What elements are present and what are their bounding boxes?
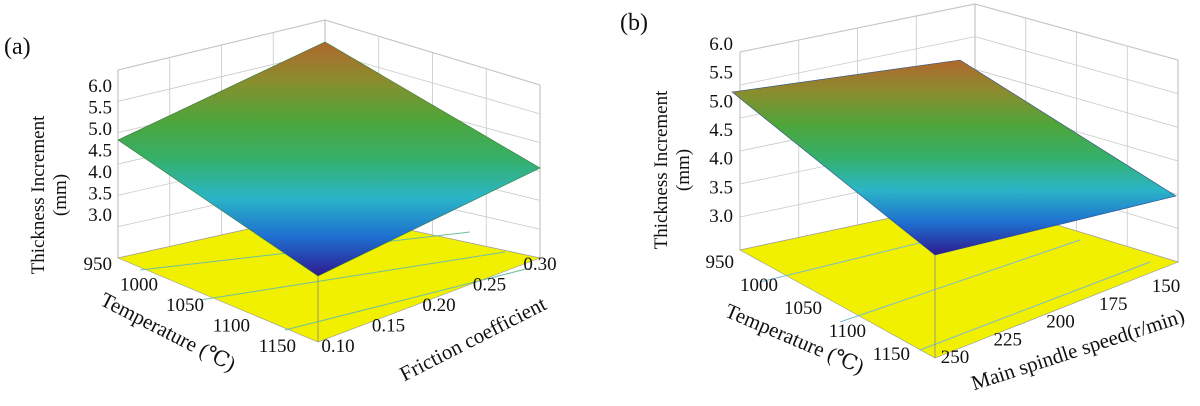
panel-b-y-tick-label: 225 [994, 329, 1023, 350]
panel-b-z-gridline [739, 3, 1179, 61]
panel-b-x-tick-label: 950 [706, 252, 735, 273]
panel-a-z-tick-label: 6.0 [88, 76, 112, 97]
panel-a-z-tick-label: 5.5 [88, 98, 112, 119]
panel-b-z-tick-label: 5.0 [709, 91, 733, 112]
panel-b-x-tick-label: 1050 [784, 298, 822, 319]
panel-a-x-tick-label: 1000 [120, 275, 158, 296]
panel-b-surface-chart: (b) Thickness Increment (mm) 3.0 3.5 4.0 4.… [620, 3, 1187, 395]
panel-a-y-tick-label: 0.25 [473, 275, 506, 296]
panel-b-x-tick-label: 1150 [873, 344, 910, 365]
panel-a-z-tick-label: 4.5 [88, 141, 112, 162]
panel-b-z-axis-title-line1: Thickness Increment [651, 90, 672, 250]
panel-b-z-axis-title-line2: (mm) [673, 149, 694, 191]
panel-b-z-tick-label: 4.0 [709, 149, 733, 170]
panel-b-y-tick-label: 175 [1099, 294, 1128, 315]
panel-a-response-surface [117, 41, 541, 277]
panel-a-z-tick-label: 3.0 [88, 205, 112, 226]
panel-b-y-tick-label: 150 [1152, 276, 1181, 297]
panel-b-y-tick-label: 250 [941, 347, 970, 368]
panel-b-x-tick-label: 1000 [740, 275, 778, 296]
panel-b-z-axis: Thickness Increment (mm) 3.0 3.5 4.0 4.5 5.0… [651, 34, 733, 249]
panel-b-response-surface [731, 59, 1177, 256]
panel-a-z-gridline [117, 19, 541, 86]
panel-a-x-tick-label: 1100 [213, 316, 250, 337]
panel-a-y-tick-labels: 0.10 0.15 0.20 0.25 0.30 [321, 254, 556, 357]
panel-b-z-tick-labels: 3.0 3.5 4.0 4.5 5.0 5.5 6.0 [709, 34, 733, 227]
panel-a-y-tick-label: 0.30 [523, 254, 556, 275]
panel-a-z-axis-title-line2: (mm) [50, 174, 71, 216]
panel-a-surface-chart: (a) Thickness Increment (mm) 3.03.54.04.… [4, 19, 557, 386]
panel-b-z-tick-label: 4.5 [709, 120, 733, 141]
panel-a-x-tick-label: 1050 [166, 295, 204, 316]
panel-a-z-tick-label: 5.0 [88, 119, 112, 140]
panel-b-z-tick-label: 5.5 [709, 63, 733, 84]
panel-b-z-tick-label: 6.0 [709, 34, 733, 55]
panel-a-z-tick-labels: 3.03.54.04.55.05.56.0 [88, 76, 112, 226]
panel-a-z-axis: Thickness Increment (mm) 3.03.54.04.55.0… [28, 76, 112, 274]
panel-b-label: (b) [620, 10, 648, 36]
panel-a-y-tick-label: 0.15 [372, 316, 405, 337]
panel-a-x-tick-labels: 950 1000 1050 1100 1150 [84, 254, 297, 357]
panel-b-z-tick-label: 3.5 [709, 177, 733, 198]
panel-a-y-tick-label: 0.10 [321, 336, 354, 357]
panel-a-y-axis-title: Friction coefficient [396, 291, 551, 386]
panel-a-label: (a) [4, 34, 31, 60]
panel-b-y-tick-labels: 250 225 200 175 150 [941, 276, 1181, 368]
panel-b-y-tick-label: 200 [1046, 312, 1075, 333]
panel-a-z-tick-label: 4.0 [88, 162, 112, 183]
panel-a-x-tick-label: 1150 [259, 336, 296, 357]
panel-a-y-tick-label: 0.20 [422, 295, 455, 316]
panel-b-z-tick-label: 3.0 [709, 206, 733, 227]
panel-b-x-tick-label: 1100 [829, 321, 866, 342]
panel-a-z-tick-label: 3.5 [88, 184, 112, 205]
panel-b-z-gridline [739, 36, 1179, 95]
panel-a-z-axis-title-line1: Thickness Increment [28, 115, 49, 275]
panel-a-x-tick-label: 950 [84, 254, 113, 275]
